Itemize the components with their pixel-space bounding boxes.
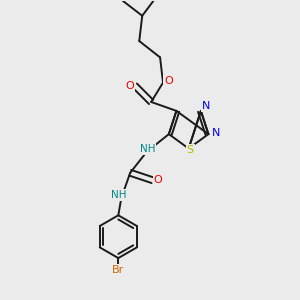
Text: O: O (164, 76, 173, 86)
Text: N: N (202, 101, 210, 111)
Text: NH: NH (111, 190, 126, 200)
Text: N: N (212, 128, 220, 138)
Text: Br: Br (112, 265, 124, 275)
Text: NH: NH (140, 144, 156, 154)
Text: S: S (187, 145, 194, 155)
Text: O: O (125, 81, 134, 91)
Text: O: O (154, 175, 162, 185)
